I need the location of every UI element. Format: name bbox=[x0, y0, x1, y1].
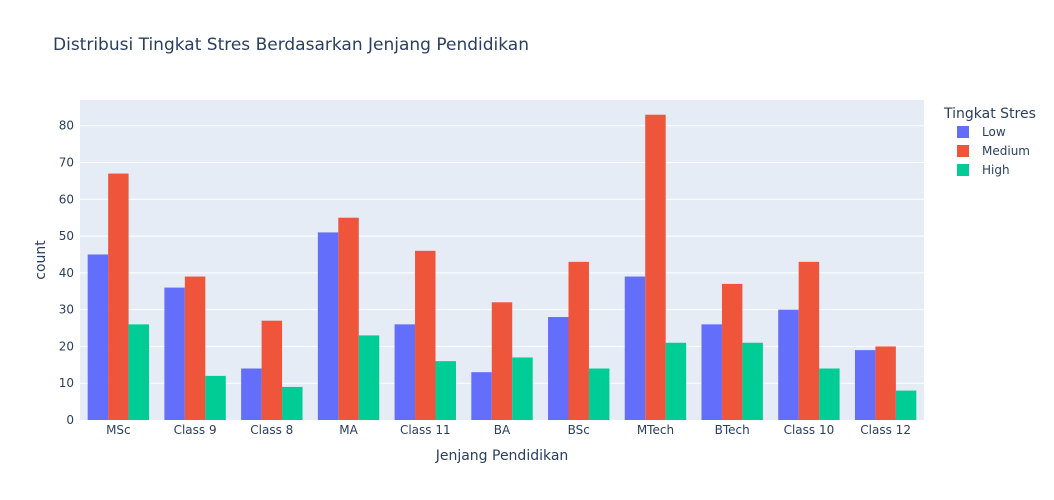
chart-title: Distribusi Tingkat Stres Berdasarkan Jen… bbox=[53, 35, 529, 55]
legend-swatch-low[interactable] bbox=[957, 126, 969, 138]
y-tick-label: 10 bbox=[59, 376, 74, 390]
x-tick-label: Class 9 bbox=[174, 423, 217, 437]
legend-swatch-medium[interactable] bbox=[957, 145, 969, 157]
bar-medium[interactable] bbox=[184, 276, 206, 420]
bar-medium[interactable] bbox=[721, 283, 743, 420]
legend-swatch-high[interactable] bbox=[957, 164, 969, 176]
legend-label-low[interactable]: Low bbox=[982, 125, 1006, 139]
x-tick-label: Class 11 bbox=[400, 423, 451, 437]
bar-high[interactable] bbox=[819, 368, 840, 420]
bar-medium[interactable] bbox=[568, 261, 589, 420]
y-axis-title: count bbox=[33, 240, 49, 280]
bar-high[interactable] bbox=[205, 375, 226, 420]
bar-low[interactable] bbox=[87, 254, 109, 420]
bar-medium[interactable] bbox=[491, 302, 513, 420]
bar-low[interactable] bbox=[548, 317, 569, 420]
legend[interactable]: Tingkat Stres Low Medium High bbox=[943, 106, 1036, 177]
y-axis-ticks: 0 10 20 30 40 50 60 70 80 bbox=[59, 119, 74, 427]
x-tick-label: BSc bbox=[568, 423, 590, 437]
x-tick-label: MTech bbox=[637, 423, 674, 437]
bar-low[interactable] bbox=[854, 350, 876, 420]
y-tick-label: 20 bbox=[59, 339, 74, 353]
bar-low[interactable] bbox=[317, 232, 339, 420]
x-axis-title: Jenjang Pendidikan bbox=[435, 448, 569, 464]
bar-medium[interactable] bbox=[261, 320, 283, 420]
y-tick-label: 60 bbox=[59, 192, 74, 206]
bar-medium[interactable] bbox=[645, 114, 666, 420]
bar-medium[interactable] bbox=[875, 346, 896, 420]
bar-medium[interactable] bbox=[338, 217, 359, 420]
y-tick-label: 80 bbox=[59, 119, 74, 133]
y-tick-label: 0 bbox=[66, 413, 74, 427]
x-tick-label: Class 10 bbox=[784, 423, 835, 437]
x-tick-label: MA bbox=[339, 423, 358, 437]
bar-low[interactable] bbox=[471, 372, 492, 420]
x-tick-label: BTech bbox=[715, 423, 750, 437]
bar-high[interactable] bbox=[588, 368, 610, 420]
bar-low[interactable] bbox=[701, 324, 722, 420]
y-tick-label: 50 bbox=[59, 229, 74, 243]
bar-low[interactable] bbox=[778, 309, 799, 420]
legend-title: Tingkat Stres bbox=[943, 106, 1036, 122]
x-tick-label: Class 12 bbox=[860, 423, 911, 437]
bar-high[interactable] bbox=[665, 342, 687, 420]
y-tick-label: 40 bbox=[59, 266, 74, 280]
legend-label-medium[interactable]: Medium bbox=[982, 144, 1030, 158]
bar-low[interactable] bbox=[164, 287, 185, 420]
bars bbox=[87, 114, 917, 420]
bar-high[interactable] bbox=[358, 335, 380, 420]
y-tick-label: 30 bbox=[59, 303, 74, 317]
bar-high[interactable] bbox=[895, 390, 917, 420]
bar-low[interactable] bbox=[241, 368, 262, 420]
x-tick-label: BA bbox=[494, 423, 511, 437]
bar-medium[interactable] bbox=[415, 250, 436, 420]
x-tick-label: MSc bbox=[106, 423, 131, 437]
bar-high[interactable] bbox=[282, 386, 303, 420]
y-tick-label: 70 bbox=[59, 156, 74, 170]
x-tick-label: Class 8 bbox=[250, 423, 293, 437]
bar-low[interactable] bbox=[394, 324, 416, 420]
bar-medium[interactable] bbox=[108, 173, 129, 420]
bar-high[interactable] bbox=[512, 357, 533, 420]
bar-high[interactable] bbox=[435, 361, 456, 420]
bar-high[interactable] bbox=[128, 324, 150, 420]
bar-medium[interactable] bbox=[798, 261, 820, 420]
bar-low[interactable] bbox=[624, 276, 646, 420]
x-axis-ticks: MSc Class 9 Class 8 MA Class 11 BA BSc MTech BTe… bbox=[106, 423, 911, 437]
bar-high[interactable] bbox=[742, 342, 763, 420]
legend-label-high[interactable]: High bbox=[982, 163, 1010, 177]
